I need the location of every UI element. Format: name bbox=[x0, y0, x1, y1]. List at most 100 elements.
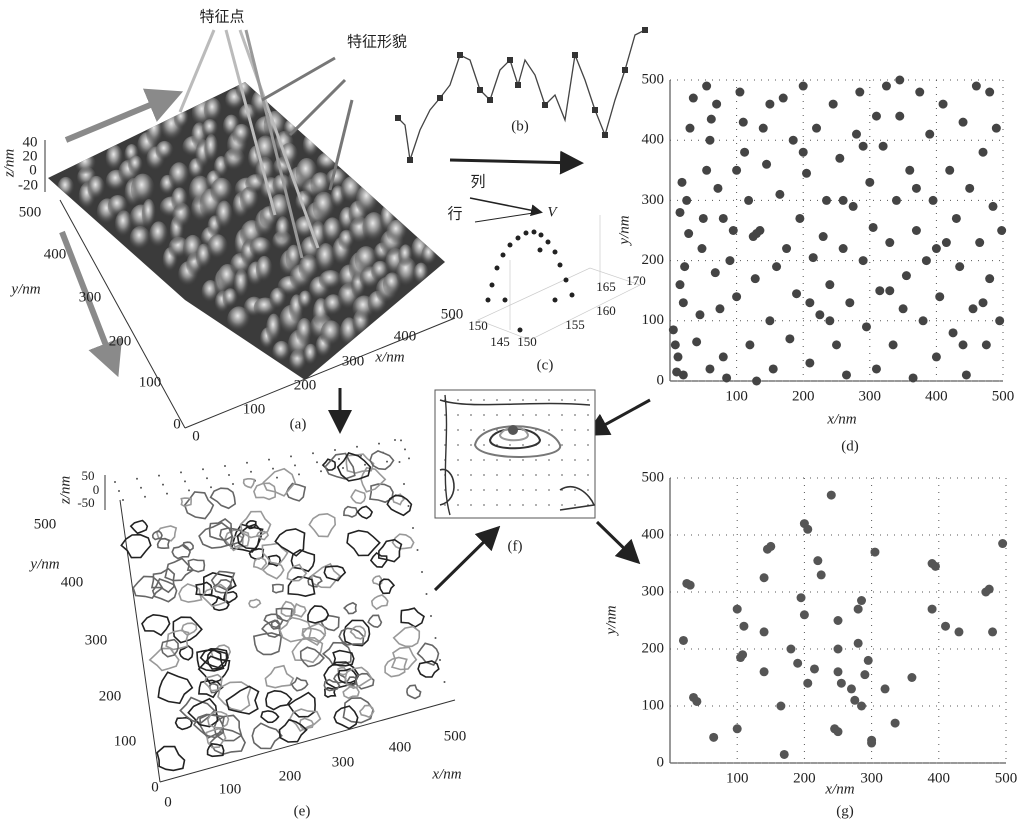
profile-marker bbox=[395, 115, 401, 121]
point bbox=[692, 697, 701, 706]
point bbox=[952, 214, 961, 223]
dot bbox=[509, 504, 511, 506]
point bbox=[988, 627, 997, 636]
dot bbox=[417, 549, 419, 551]
point bbox=[711, 268, 720, 277]
point bbox=[869, 223, 878, 232]
point bbox=[692, 337, 701, 346]
point bbox=[765, 100, 774, 109]
point bbox=[962, 370, 971, 379]
dot bbox=[162, 484, 164, 486]
y-tick-label: 400 bbox=[642, 132, 665, 148]
point bbox=[817, 570, 826, 579]
bump bbox=[156, 141, 174, 161]
dot bbox=[548, 489, 550, 491]
profile-marker bbox=[477, 87, 483, 93]
point bbox=[842, 370, 851, 379]
dot bbox=[403, 483, 405, 485]
dot bbox=[535, 489, 537, 491]
contour bbox=[131, 521, 148, 534]
tick-label: -20 bbox=[18, 177, 38, 193]
dot bbox=[574, 444, 576, 446]
dot bbox=[470, 444, 472, 446]
point bbox=[845, 298, 854, 307]
dot bbox=[470, 429, 472, 431]
frame bbox=[435, 390, 595, 518]
point bbox=[553, 298, 558, 303]
dot bbox=[574, 429, 576, 431]
point bbox=[979, 148, 988, 157]
axis-label: x/nm bbox=[431, 766, 461, 782]
point bbox=[786, 645, 795, 654]
point bbox=[867, 739, 876, 748]
dot bbox=[470, 459, 472, 461]
dot bbox=[400, 439, 402, 441]
point bbox=[486, 298, 491, 303]
point bbox=[912, 184, 921, 193]
point bbox=[835, 154, 844, 163]
bump bbox=[398, 244, 413, 267]
point bbox=[802, 169, 811, 178]
dot bbox=[496, 489, 498, 491]
point bbox=[825, 316, 834, 325]
contour bbox=[291, 550, 314, 571]
point bbox=[679, 636, 688, 645]
dot bbox=[298, 473, 300, 475]
dot bbox=[457, 489, 459, 491]
dot bbox=[483, 489, 485, 491]
dot bbox=[206, 477, 208, 479]
point bbox=[819, 232, 828, 241]
bump bbox=[256, 256, 273, 284]
point bbox=[733, 724, 742, 733]
tick-label: 200 bbox=[294, 377, 317, 393]
point bbox=[501, 253, 506, 258]
point bbox=[834, 645, 843, 654]
point bbox=[998, 539, 1007, 548]
dot bbox=[470, 414, 472, 416]
point bbox=[669, 325, 678, 334]
dot bbox=[457, 444, 459, 446]
point bbox=[859, 142, 868, 151]
point bbox=[739, 118, 748, 127]
dot bbox=[202, 468, 204, 470]
contour bbox=[387, 495, 411, 515]
surface-plot bbox=[45, 79, 455, 428]
contour bbox=[188, 559, 205, 571]
contour bbox=[344, 603, 356, 614]
dot bbox=[561, 474, 563, 476]
point bbox=[872, 364, 881, 373]
dot bbox=[435, 637, 437, 639]
dot bbox=[509, 489, 511, 491]
dot bbox=[250, 471, 252, 473]
dot bbox=[457, 474, 459, 476]
contour bbox=[158, 672, 192, 703]
dot bbox=[408, 505, 410, 507]
point bbox=[815, 310, 824, 319]
dot bbox=[412, 527, 414, 529]
contour bbox=[218, 682, 251, 711]
point bbox=[797, 593, 806, 602]
point bbox=[760, 573, 769, 582]
profile-marker bbox=[487, 97, 493, 103]
bump bbox=[421, 244, 437, 266]
point bbox=[941, 622, 950, 631]
point bbox=[799, 82, 808, 91]
point bbox=[969, 304, 978, 313]
tick-label: 400 bbox=[394, 328, 417, 344]
tick-label: 50 bbox=[82, 468, 95, 483]
contour bbox=[261, 711, 278, 722]
dot bbox=[483, 399, 485, 401]
point bbox=[695, 310, 704, 319]
dot bbox=[378, 443, 380, 445]
point bbox=[738, 650, 747, 659]
point bbox=[495, 266, 500, 271]
point bbox=[785, 334, 794, 343]
dot bbox=[548, 399, 550, 401]
dot bbox=[457, 459, 459, 461]
point bbox=[810, 664, 819, 673]
point bbox=[852, 130, 861, 139]
bump bbox=[266, 314, 281, 345]
dot bbox=[509, 474, 511, 476]
caption: (d) bbox=[841, 438, 859, 454]
contour bbox=[182, 623, 197, 635]
